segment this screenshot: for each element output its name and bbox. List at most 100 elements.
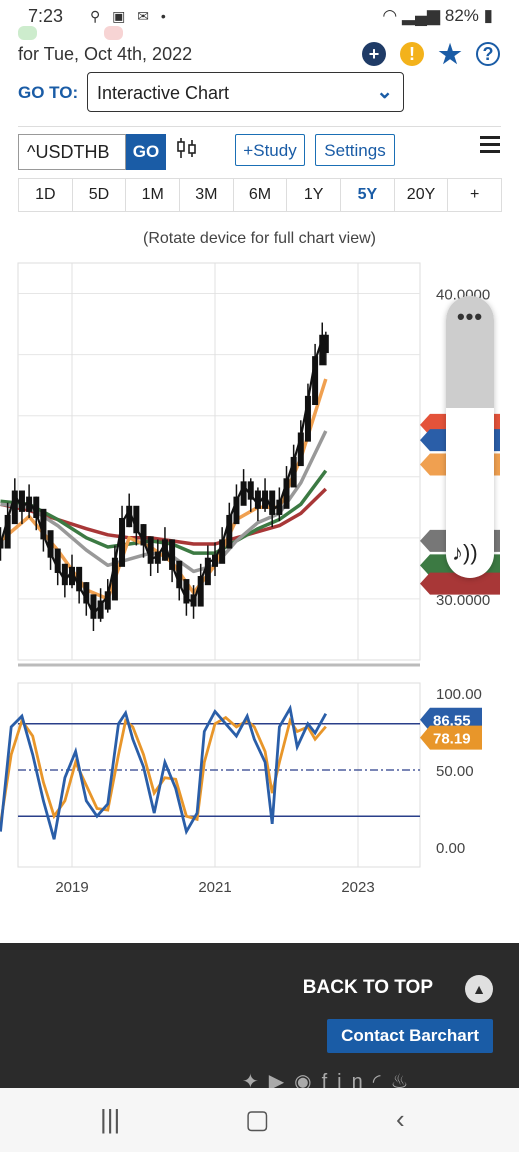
price-candle-body	[226, 514, 233, 549]
plus-circle-icon[interactable]: +	[362, 42, 386, 66]
price-candle-body	[297, 432, 304, 467]
more-dots-icon[interactable]: •••	[456, 304, 484, 329]
go-button[interactable]: GO	[126, 134, 166, 170]
candlestick-icon[interactable]	[176, 137, 198, 165]
twitter-icon[interactable]: ✦	[242, 1071, 269, 1093]
goto-select-value: Interactive Chart	[97, 83, 230, 103]
price-candle-body	[161, 539, 168, 561]
battery-level: 82%	[444, 6, 479, 25]
floating-panel[interactable]: ••• ♪))	[446, 296, 494, 578]
youtube-icon[interactable]: ▶	[268, 1071, 295, 1093]
divider	[18, 126, 501, 127]
battery-icon: ▮	[483, 6, 493, 25]
range-tab-3m[interactable]: 3M	[180, 179, 234, 211]
price-candle-body	[111, 557, 118, 601]
menu-icon[interactable]	[480, 136, 500, 157]
signal-icon: ▂▄▆	[401, 6, 441, 25]
price-candle-body	[33, 496, 40, 518]
price-candle-body	[40, 508, 47, 540]
price-candle-body	[219, 539, 226, 564]
price-candle-body	[126, 505, 133, 528]
price-candle-body	[247, 481, 254, 500]
price-candle-body	[169, 539, 176, 570]
chevron-down-icon: ⌄	[376, 81, 393, 103]
price-pane	[17, 262, 421, 661]
osc-value-label: 86.55	[433, 713, 471, 730]
price-candle-body	[276, 499, 283, 515]
osc-value-tag	[420, 725, 482, 750]
price-candle-body	[262, 490, 269, 509]
wifi-icon: ◠	[382, 6, 398, 25]
back-icon[interactable]: ‹	[396, 1104, 405, 1134]
star-icon[interactable]: ★	[438, 39, 462, 69]
social-icons[interactable]: ✦▶◉fin◜♨	[242, 1069, 418, 1094]
x-tick-label: 2019	[55, 879, 88, 896]
facebook-icon[interactable]: f	[321, 1071, 338, 1093]
price-chart[interactable]: 40.000030.0000100.0050.000.0086.5578.192…	[0, 255, 519, 905]
price-candle-body	[283, 478, 290, 509]
home-icon[interactable]: ▢	[245, 1104, 270, 1134]
price-candle-body	[133, 505, 140, 534]
price-candle-body	[140, 524, 147, 546]
price-candle-body	[322, 334, 329, 354]
status-right: ◠ ▂▄▆ 82% ▮	[382, 6, 493, 26]
help-icon[interactable]: ?	[476, 42, 500, 66]
goto-select[interactable]: Interactive Chart ⌄	[87, 72, 404, 112]
osc-tick-label: 50.00	[436, 763, 474, 780]
linkedin-icon[interactable]: in	[337, 1071, 373, 1093]
price-tick-label: 30.0000	[436, 592, 490, 609]
status-bar: 7:23 ⚲ ▣ ✉ • ◠ ▂▄▆ 82% ▮	[0, 0, 519, 32]
symbol-input[interactable]: ^USDTHB	[18, 134, 126, 170]
price-candle-body	[183, 579, 190, 604]
goto-label: GO TO:	[18, 83, 79, 102]
osc-value-label: 78.19	[433, 731, 471, 748]
range-tab-6m[interactable]: 6M	[234, 179, 288, 211]
change-pill-green	[18, 26, 38, 40]
price-candle-body	[233, 496, 240, 525]
footer: BACK TO TOP ▲ Contact Barchart ✦▶◉fin◜♨	[0, 943, 519, 1093]
price-candle-body	[176, 560, 183, 589]
recents-icon[interactable]: |||	[100, 1104, 121, 1134]
price-candle-body	[97, 600, 104, 619]
price-candle-body	[0, 539, 4, 549]
osc-pane	[17, 682, 421, 868]
range-tab-more[interactable]: +	[470, 186, 480, 203]
contact-button[interactable]: Contact Barchart	[327, 1019, 493, 1053]
settings-button[interactable]: Settings	[315, 134, 395, 166]
range-tab-5d[interactable]: 5D	[73, 179, 127, 211]
price-candle-body	[154, 551, 161, 564]
price-candle-body	[104, 591, 111, 610]
range-tab-1d[interactable]: 1D	[19, 179, 73, 211]
range-tab-1m[interactable]: 1M	[126, 179, 181, 211]
music-note-icon[interactable]: ♪))	[452, 540, 478, 565]
price-candle-body	[204, 557, 211, 586]
add-study-button[interactable]: +Study	[235, 134, 305, 166]
price-candle-body	[312, 356, 319, 406]
price-candle-body	[319, 334, 326, 366]
price-candle-body	[269, 490, 276, 515]
price-candle-body	[90, 594, 97, 619]
osc-tick-label: 0.00	[436, 840, 465, 857]
price-candle-body	[18, 490, 25, 512]
price-candle-body	[254, 490, 261, 509]
chevron-up-icon[interactable]: ▲	[465, 975, 493, 1003]
alert-icon[interactable]: !	[400, 42, 424, 66]
reddit-icon[interactable]: ◉	[294, 1071, 322, 1093]
range-tab-20y[interactable]: 20Y	[395, 179, 449, 211]
price-candle-body	[290, 456, 297, 488]
price-candle-body	[54, 548, 61, 573]
range-tab-5y[interactable]: 5Y	[341, 179, 395, 211]
quote-date: for Tue, Oct 4th, 2022	[18, 44, 193, 64]
range-tab-1y[interactable]: 1Y	[287, 179, 342, 211]
panel-handle[interactable]	[446, 296, 494, 408]
price-candle-body	[26, 496, 33, 512]
back-to-top-link[interactable]: BACK TO TOP	[302, 977, 433, 998]
android-nav-bar: ||| ▢ ‹	[0, 1088, 519, 1152]
price-tag	[420, 572, 500, 595]
rss-icon[interactable]: ◜	[372, 1071, 391, 1093]
price-candle-body	[11, 490, 18, 525]
change-pill-red	[104, 26, 124, 40]
x-tick-label: 2021	[198, 879, 231, 896]
fire-icon[interactable]: ♨	[390, 1071, 419, 1093]
x-tick-label: 2023	[341, 879, 374, 896]
